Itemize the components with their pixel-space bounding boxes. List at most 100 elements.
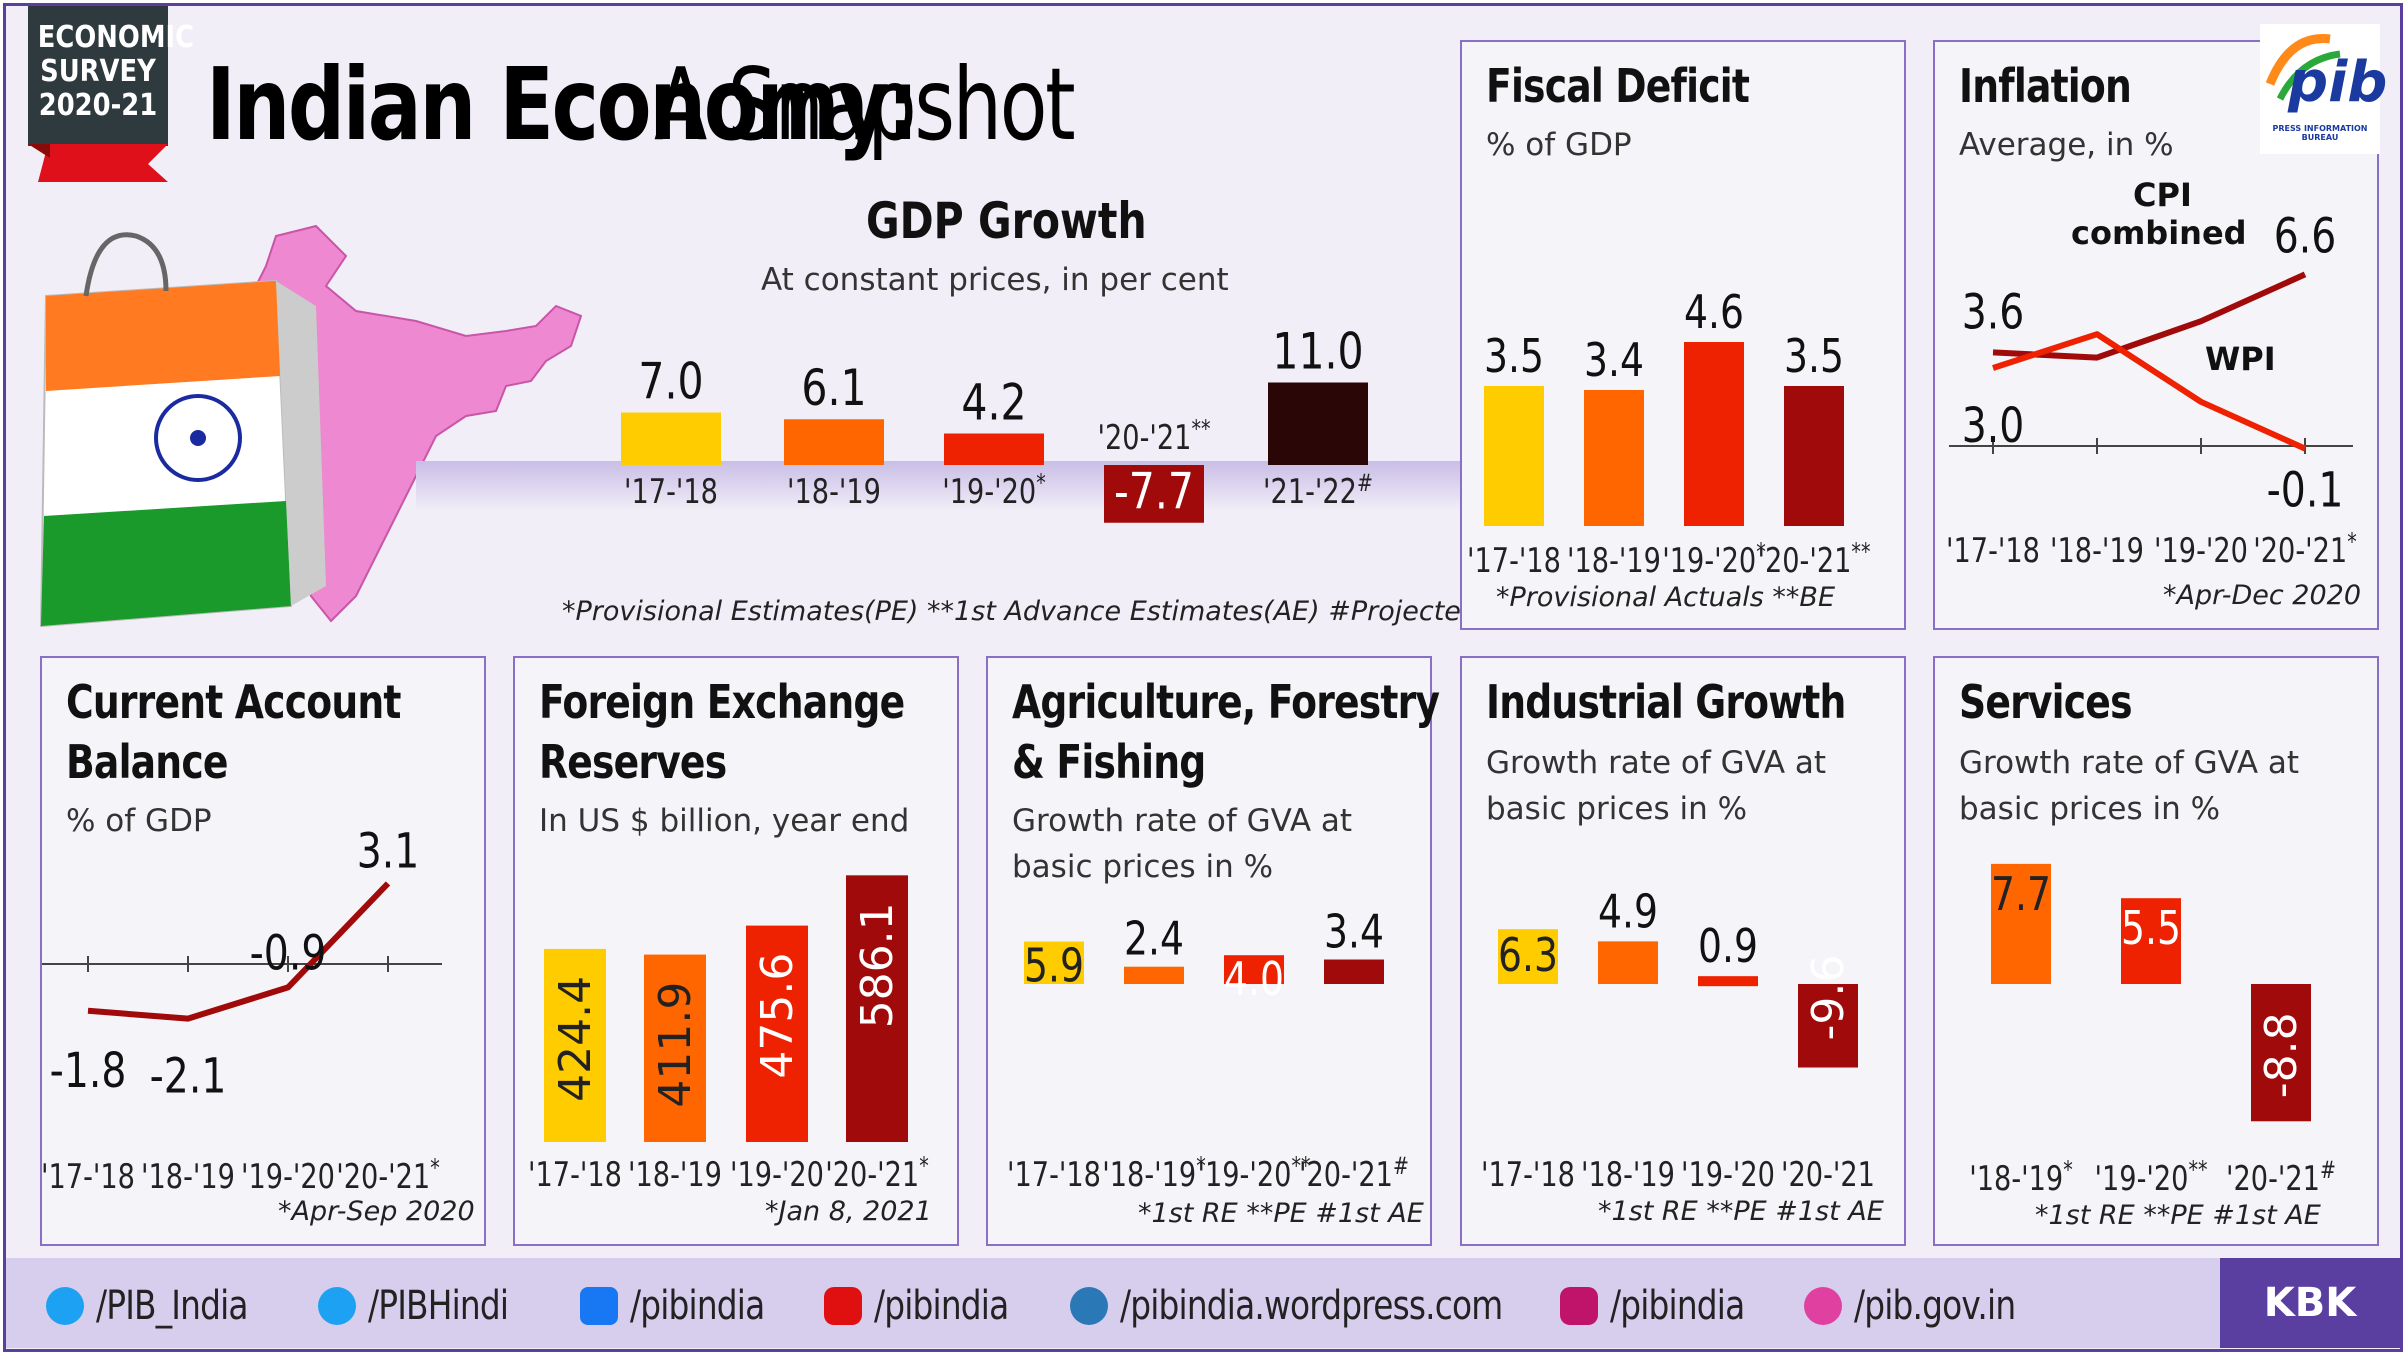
cab-title-1: Current Account <box>66 675 401 729</box>
x-tick-label: '18-'19* <box>1969 1157 2073 1199</box>
cpi-label-2: combined <box>2071 214 2247 252</box>
industry-title: Industrial Growth <box>1486 675 1846 729</box>
wordpress-icon <box>1070 1287 1108 1325</box>
data-label: 0.9 <box>1698 920 1758 974</box>
agri-title-1: Agriculture, Forestry <box>1012 675 1440 729</box>
bar <box>1224 955 1284 984</box>
bar <box>1268 382 1368 465</box>
twitter-icon <box>318 1287 356 1325</box>
data-label: 3.4 <box>1584 333 1644 387</box>
title-light-wrap: A Snapshot <box>654 46 1192 163</box>
x-tick-label: '18-'19 <box>1581 1155 1675 1195</box>
agri-subtitle-1: Growth rate of GVA at <box>1012 803 1353 839</box>
x-tick-label: '19-'20 <box>241 1157 335 1197</box>
badge-ribbon <box>28 144 168 182</box>
footer-link-twitter-india[interactable]: /PIB_India <box>46 1283 281 1329</box>
footer-link-text: /pib.gov.in <box>1854 1283 2016 1329</box>
x-tick-label: '17-'18 <box>624 472 718 512</box>
series-line <box>1992 271 2307 361</box>
instagram-icon <box>1560 1287 1598 1325</box>
cab-subtitle: % of GDP <box>66 803 212 839</box>
x-tick-label: '19-'20* <box>1662 539 1766 581</box>
bar <box>1598 941 1658 984</box>
cab-note: *Apr-Sep 2020 <box>278 1196 475 1227</box>
x-tick-label: '20-'21* <box>825 1153 929 1195</box>
data-label: 4.6 <box>1684 285 1744 339</box>
data-label: 11.0 <box>1272 323 1363 381</box>
footer-link-instagram[interactable]: /pibindia <box>1560 1283 1774 1329</box>
agri-title-2: & Fishing <box>1012 735 1206 789</box>
bar <box>1991 863 2051 984</box>
forex-chart: 424.4 '17-'18 411.9 '18-'19 475.6 '19-'20 586.… <box>528 875 929 1195</box>
bar <box>1584 390 1644 526</box>
badge-line-1: ECONOMIC <box>37 20 195 55</box>
forex-note: *Jan 8, 2021 <box>765 1196 932 1227</box>
footer-link-facebook[interactable]: /pibindia <box>580 1283 794 1329</box>
footer-tag: KBK <box>2220 1258 2400 1348</box>
x-tick-label: '19-'20** <box>2095 1157 2208 1199</box>
bar <box>1024 941 1084 984</box>
inflation-panel: Inflation Average, in % 3.6 6.6 3.0 -0.1 '17… <box>1933 40 2379 630</box>
cpi-label-1: CPI <box>2133 176 2192 214</box>
series-line <box>1992 331 2307 452</box>
gdp-chart: 7.0 '17-'18 6.1 '18-'19 4.2 '19-'20* -7.7 '20-'… <box>621 323 1373 523</box>
footer-link-wordpress[interactable]: /pibindia.wordpress.com <box>1070 1283 1586 1329</box>
agri-subtitle-2: basic prices in % <box>1012 849 1274 885</box>
wpi-label: WPI <box>2205 340 2276 378</box>
gdp-baseline-band <box>416 461 1461 511</box>
title-light: A Snapshot <box>654 46 1076 163</box>
page-title: Indian Economy: <box>206 46 1094 163</box>
footer-link-website[interactable]: /pib.gov.in <box>1804 1283 2051 1329</box>
badge-line-3: 2020-21 <box>38 88 158 123</box>
x-tick-label: '17-'18 <box>1481 1155 1575 1195</box>
bar <box>1484 386 1544 526</box>
data-label: 6.1 <box>801 359 866 417</box>
pib-logo: pib PRESS INFORMATION BUREAU <box>2260 24 2387 154</box>
x-tick-label: '17-'18 <box>1946 531 2040 571</box>
bar <box>621 412 721 465</box>
data-label: 7.7 <box>1991 867 2051 921</box>
series-line <box>87 881 391 1022</box>
footer-link-text: /PIB_India <box>96 1283 249 1329</box>
data-label: 4.9 <box>1598 885 1658 939</box>
footer-link-youtube[interactable]: /pibindia <box>824 1283 1038 1329</box>
survey-badge: ECONOMIC SURVEY 2020-21 <box>28 6 195 146</box>
footer-link-text: /pibindia <box>630 1283 765 1329</box>
agri-chart: 5.9 '17-'18 2.4 '18-'19* 4.0 '19-'20** 3.4 '20-… <box>1007 905 1409 1195</box>
data-label: 5.5 <box>2121 902 2181 956</box>
data-label: -0.1 <box>2267 463 2344 519</box>
footer-link-text: /pibindia.wordpress.com <box>1120 1283 1503 1329</box>
fiscal-title: Fiscal Deficit <box>1486 59 1750 113</box>
industry-subtitle-1: Growth rate of GVA at <box>1486 745 1827 781</box>
x-tick-label: '20-'21** <box>1758 539 1871 581</box>
bar <box>1104 465 1204 523</box>
data-label: 2.4 <box>1124 912 1184 966</box>
data-label: 3.0 <box>1962 398 2025 454</box>
forex-subtitle: In US $ billion, year end <box>539 803 910 839</box>
facebook-icon <box>580 1287 618 1325</box>
pib-logo-swoosh <box>2265 34 2341 101</box>
x-tick-label: '17-'18 <box>1467 541 1561 581</box>
x-tick-label: '18-'19* <box>1102 1153 1206 1195</box>
data-label: 6.6 <box>2274 209 2337 265</box>
agri-panel: Agriculture, Forestry & Fishing Growth r… <box>986 656 1440 1246</box>
x-tick-label: '19-'20* <box>942 470 1046 512</box>
data-label: 3.6 <box>1962 285 2025 341</box>
services-panel: Services Growth rate of GVA at basic pri… <box>1933 656 2379 1246</box>
services-subtitle-2: basic prices in % <box>1959 791 2221 827</box>
data-label: -9.6 <box>1803 955 1854 1041</box>
industry-panel: Industrial Growth Growth rate of GVA at … <box>1460 656 1906 1246</box>
bar <box>1698 976 1758 987</box>
footer-link-twitter-hindi[interactable]: /PIBHindi <box>318 1283 539 1329</box>
data-label: 4.2 <box>961 374 1026 432</box>
x-tick-label: '20-'21# <box>2226 1157 2336 1199</box>
website-icon <box>1804 1287 1842 1325</box>
x-tick-label: '20-'21# <box>1299 1153 1409 1195</box>
bar <box>1498 929 1558 984</box>
bar <box>644 954 706 1142</box>
inflation-subtitle: Average, in % <box>1959 127 2174 163</box>
inflation-title: Inflation <box>1959 59 2132 113</box>
cab-panel: Current Account Balance % of GDP -1.8 '17… <box>40 656 486 1246</box>
bar <box>1324 959 1384 984</box>
pib-logo-text: pib <box>2288 50 2388 115</box>
